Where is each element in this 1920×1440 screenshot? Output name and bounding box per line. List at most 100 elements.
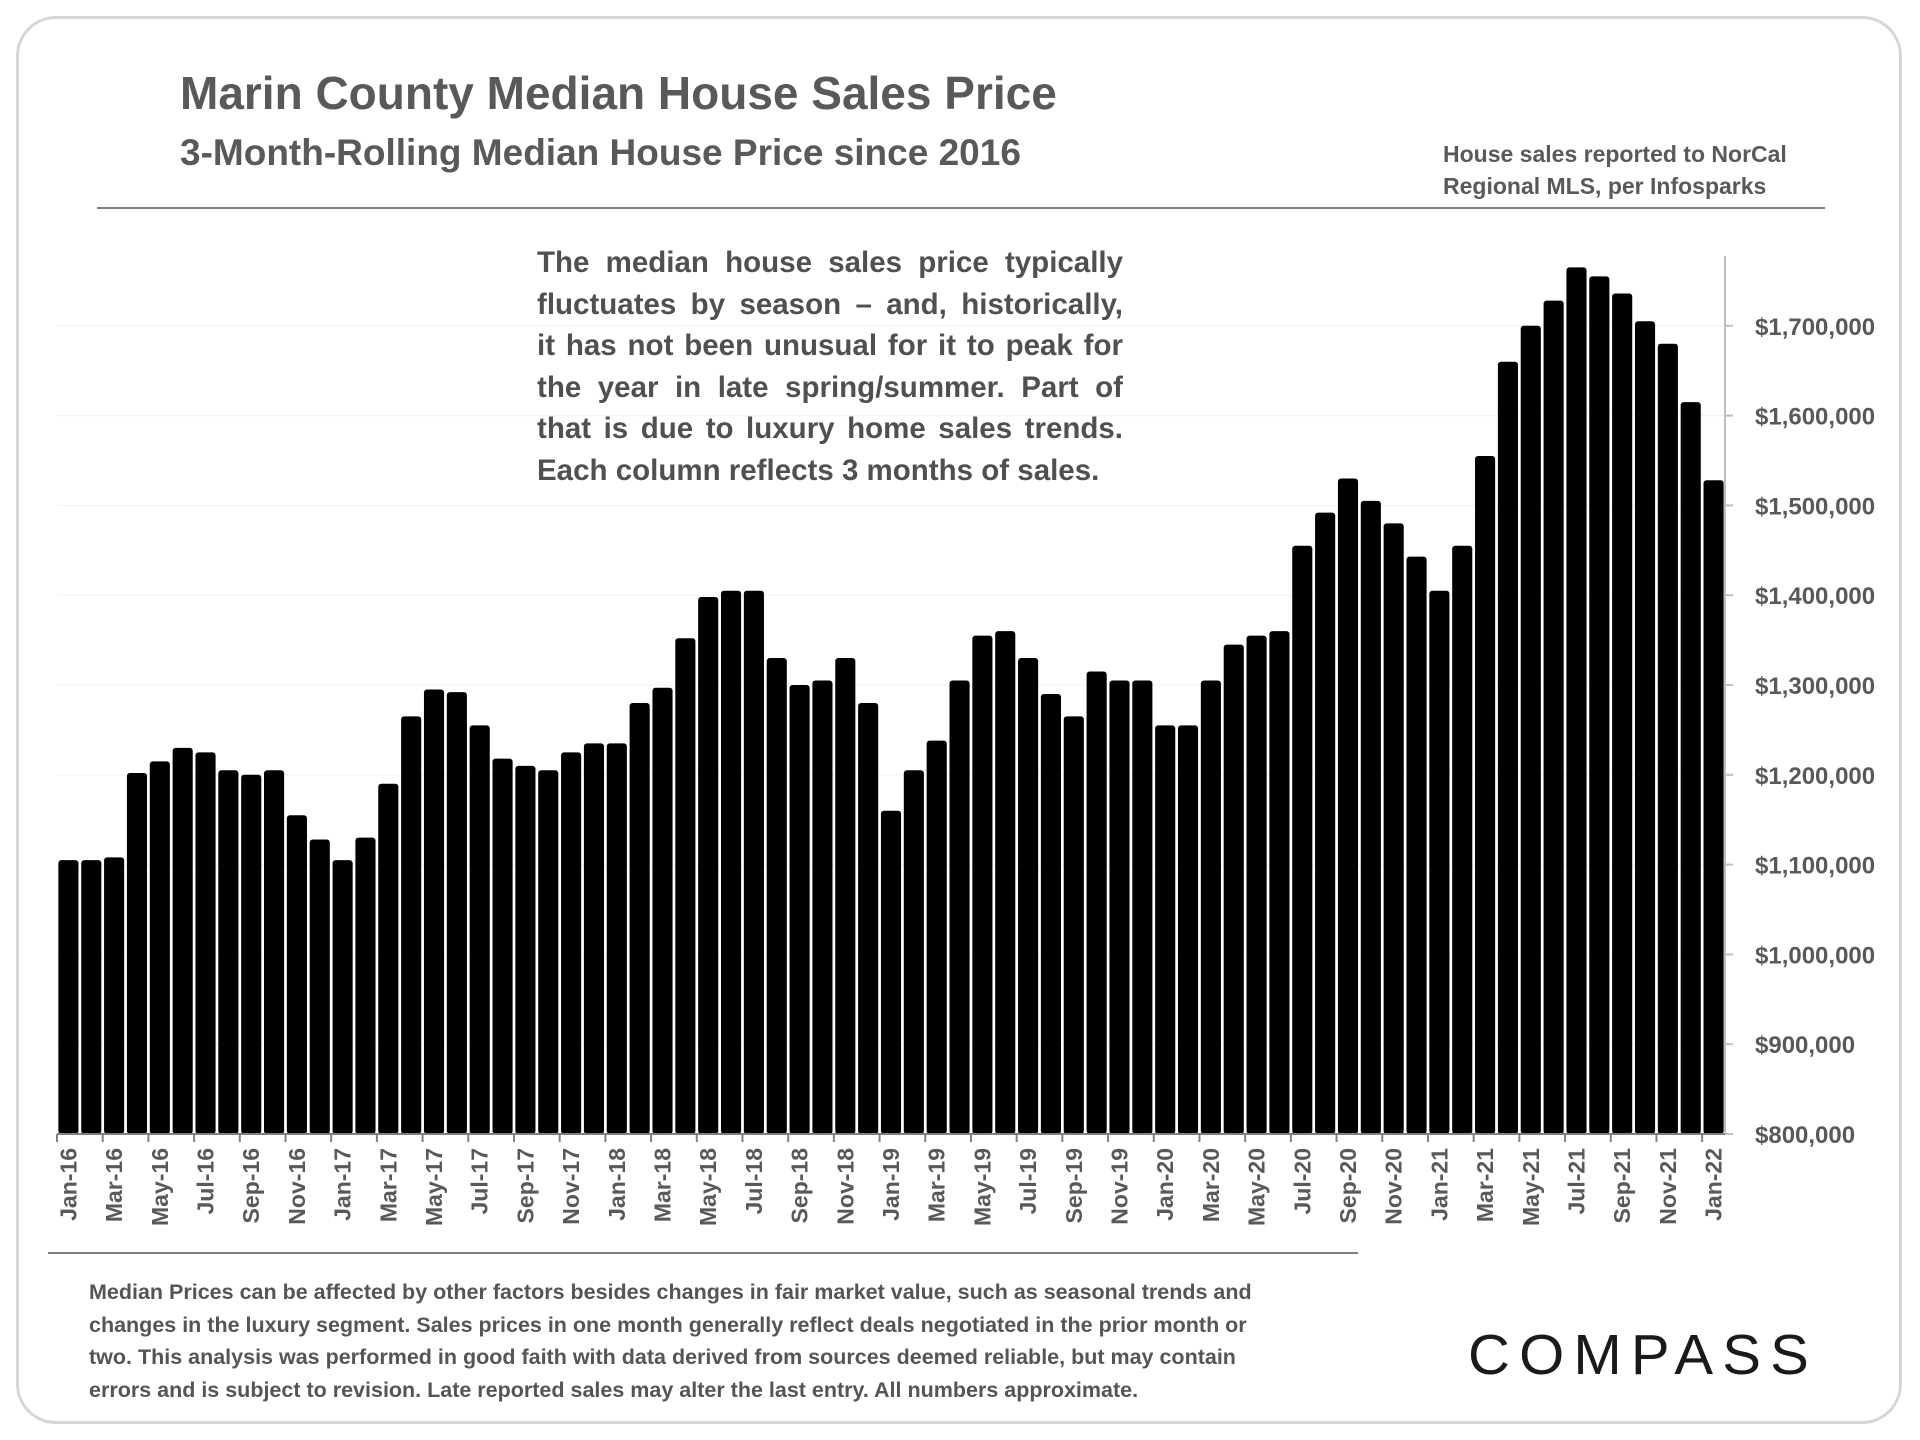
x-tick-label: Mar-21	[1472, 1148, 1498, 1222]
compass-logo-text: COMPASS	[1468, 1323, 1818, 1387]
bar	[1132, 680, 1153, 1134]
bar	[492, 758, 513, 1134]
x-axis-labels: Jan-16 Mar-16 May-16 Jul-16 Sep-16 Nov-16 Jan-…	[55, 1148, 1726, 1226]
bar	[675, 638, 696, 1134]
source-line: House sales reported to NorCal	[1443, 141, 1787, 167]
bar	[995, 631, 1016, 1134]
bar	[926, 740, 947, 1134]
bar	[401, 716, 422, 1134]
x-tick-label: Mar-18	[650, 1148, 676, 1222]
bar	[1292, 545, 1313, 1134]
bar	[218, 770, 239, 1134]
x-tick-label: Jan-19	[878, 1148, 904, 1221]
bar	[1086, 671, 1107, 1134]
bar	[1543, 300, 1564, 1134]
bar	[1337, 478, 1359, 1135]
bar	[858, 702, 879, 1134]
bar	[469, 725, 490, 1134]
bar	[972, 635, 993, 1134]
bar	[1223, 644, 1244, 1134]
x-tick-label: Sep-20	[1335, 1148, 1361, 1223]
x-tick-label: Jan-16	[55, 1148, 81, 1221]
x-tick-label: Mar-20	[1198, 1148, 1224, 1222]
bar	[698, 597, 719, 1134]
y-tick-label: $1,100,000	[1755, 853, 1875, 880]
bar	[1429, 590, 1450, 1134]
bar	[880, 810, 902, 1134]
x-tick-label: Jan-22	[1701, 1148, 1727, 1221]
x-tick-label: May-20	[1244, 1148, 1270, 1226]
x-tick-label: May-18	[695, 1148, 721, 1226]
x-tick-label: Jul-17	[467, 1148, 493, 1214]
x-tick-label: Jan-17	[330, 1148, 356, 1221]
bar	[378, 783, 399, 1134]
header-divider	[97, 207, 1825, 209]
y-tick-label: $1,400,000	[1755, 583, 1875, 610]
bar	[1497, 361, 1518, 1135]
bar	[812, 680, 833, 1134]
bar	[149, 761, 170, 1134]
y-tick-label: $1,000,000	[1755, 942, 1875, 969]
bar	[1177, 725, 1199, 1134]
y-tick-label: $1,300,000	[1755, 673, 1875, 700]
footer-divider	[48, 1252, 1358, 1254]
bars	[58, 267, 1724, 1135]
disclaimer-line: Median Prices can be affected by other f…	[89, 1280, 1252, 1304]
y-tick-label: $1,500,000	[1755, 493, 1875, 520]
y-tick-label: $900,000	[1755, 1032, 1855, 1059]
bar	[1475, 456, 1496, 1134]
bar	[949, 680, 970, 1134]
bar	[172, 747, 193, 1134]
bar	[583, 743, 605, 1134]
bar	[743, 590, 764, 1134]
x-tick-label: Jul-18	[741, 1148, 767, 1215]
x-tick-label: Sep-18	[787, 1148, 813, 1224]
bar	[652, 687, 673, 1134]
x-tick-label: Nov-20	[1381, 1148, 1407, 1225]
x-tick-label: Sep-17	[512, 1148, 538, 1223]
bar	[1612, 293, 1633, 1135]
bar	[264, 770, 285, 1134]
bar	[538, 770, 559, 1134]
disclaimer-line: changes in the luxury segment. Sales pri…	[89, 1312, 1247, 1337]
bar	[561, 752, 582, 1134]
chart-title: Marin County Median House Sales Price	[180, 67, 1057, 119]
bar	[126, 773, 148, 1134]
x-tick-label: Mar-16	[101, 1148, 127, 1222]
x-tick-label: Sep-21	[1609, 1148, 1635, 1224]
y-axis-labels: $800,000 $900,000 $1,000,000 $1,100,000 $1,2…	[1755, 314, 1875, 1149]
bar	[104, 857, 125, 1134]
compass-logo: COMPASS	[1468, 1323, 1818, 1387]
bar	[332, 860, 353, 1134]
bar	[1063, 716, 1084, 1134]
bar	[1680, 402, 1701, 1134]
bar	[1269, 631, 1290, 1134]
bar	[1383, 523, 1404, 1134]
x-tick-label: Jul-21	[1563, 1148, 1589, 1215]
bar	[423, 689, 445, 1134]
x-tick-label: Jan-20	[1152, 1148, 1178, 1221]
y-tick-label: $1,700,000	[1755, 314, 1875, 341]
disclaimer: Median Prices can be affected by other f…	[89, 1276, 1369, 1406]
annotation-line: Each column reflects 3 months of sales.	[537, 453, 1100, 487]
bar	[1109, 680, 1130, 1134]
bar	[903, 770, 924, 1134]
bar	[1566, 267, 1587, 1134]
annotation-line: The median house sales price typically	[537, 246, 1123, 279]
bar	[1018, 658, 1039, 1134]
x-tick-label: Jul-19	[1015, 1148, 1041, 1214]
x-tick-label: May-21	[1518, 1148, 1544, 1226]
annotation-line: it has not been unusual for it to peak f…	[537, 329, 1123, 362]
x-tick-label: Mar-19	[924, 1148, 950, 1222]
bar	[766, 658, 787, 1134]
disclaimer-line: errors and is subject to revision. Late …	[89, 1377, 1139, 1402]
bar	[1040, 693, 1061, 1134]
disclaimer-line: two. This analysis was performed in good…	[89, 1345, 1236, 1369]
bar	[241, 774, 262, 1134]
x-tick-label: Sep-16	[238, 1148, 264, 1223]
x-tick-label: Jan-18	[604, 1148, 630, 1221]
source-note: House sales reported to NorCal Regional …	[1443, 138, 1787, 202]
bar	[81, 860, 102, 1134]
x-tick-label: Nov-17	[558, 1148, 584, 1225]
bar	[789, 685, 810, 1134]
